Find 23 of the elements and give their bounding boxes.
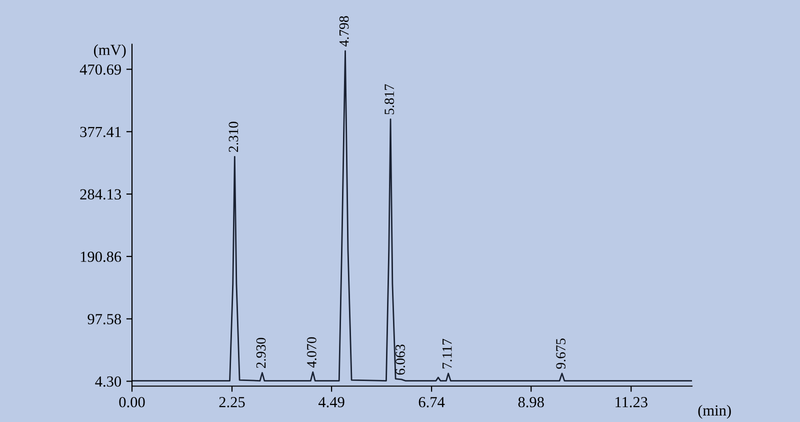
x-tick-label: 2.25 [219, 397, 245, 408]
annotation: 4.070 [306, 337, 316, 368]
y-tick-label: 4.30 [95, 376, 121, 387]
x-tick-label: 11.23 [616, 397, 648, 408]
x-tick-label: 8.98 [518, 396, 544, 408]
y-tick-label: 190.86 [80, 252, 122, 262]
annotation: 2.930 [256, 338, 266, 368]
annotation: 9.675 [556, 338, 566, 369]
x-tick-label: 0.00 [119, 396, 145, 408]
x-tick-label: 4.49 [318, 397, 344, 408]
annotation: 4.798 [339, 16, 349, 47]
x-tick-label: 6.74 [418, 397, 445, 408]
line-series [132, 50, 692, 382]
annotation: 2.310 [228, 122, 238, 152]
annotation: 7.117 [442, 338, 452, 368]
annotation: 6.063 [396, 344, 406, 375]
y-tick-label: 284.13 [80, 189, 121, 200]
y-tick-label: 470.69 [80, 64, 121, 75]
x-axis-title: (min) [698, 404, 731, 419]
y-tick-label: 377.41 [80, 126, 121, 138]
annotation: 5.817 [384, 84, 394, 114]
y-axis-title: (mV) [94, 44, 126, 58]
y-tick-label: 97.58 [88, 314, 121, 324]
